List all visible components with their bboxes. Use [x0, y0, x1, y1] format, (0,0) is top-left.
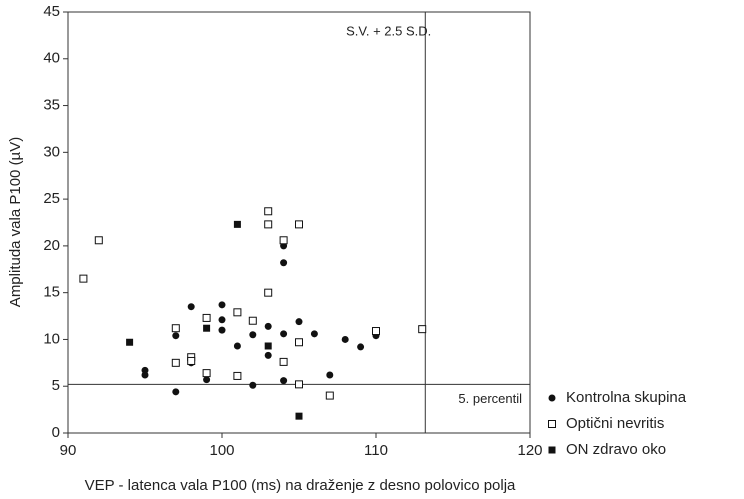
y-axis-title: Amplituda vala P100 (µV) [7, 137, 24, 307]
x-tick-label: 110 [364, 442, 388, 459]
point [233, 220, 241, 228]
point [310, 330, 318, 338]
point [295, 338, 303, 347]
point [172, 388, 180, 396]
x-tick-label: 90 [60, 442, 77, 459]
point [279, 357, 288, 366]
point [341, 335, 349, 343]
point [126, 338, 134, 346]
point [233, 342, 241, 350]
x-axis-title: VEP - latenca vala P100 (ms) na draženje… [85, 477, 516, 494]
legend-marker [548, 446, 556, 454]
point [264, 351, 272, 359]
point [79, 274, 88, 283]
point [264, 288, 273, 297]
y-tick-label: 45 [43, 3, 60, 20]
point [202, 369, 211, 378]
point [248, 316, 257, 325]
y-tick-label: 35 [43, 97, 60, 114]
reference-label: 5. percentil [458, 391, 522, 406]
legend-label: ON zdravo oko [566, 441, 666, 458]
point [171, 358, 180, 367]
y-tick-label: 40 [43, 50, 60, 67]
point [187, 356, 196, 365]
point [172, 332, 180, 340]
point [372, 327, 380, 336]
point [418, 325, 427, 334]
point [264, 207, 273, 216]
point [187, 303, 195, 311]
y-tick-label: 30 [43, 143, 60, 160]
point [171, 324, 180, 333]
point [264, 342, 272, 350]
y-tick-label: 10 [43, 330, 60, 347]
point [94, 236, 103, 245]
point [249, 381, 257, 389]
point [279, 236, 288, 245]
point [233, 308, 242, 317]
legend-marker [548, 394, 556, 402]
point [203, 376, 211, 384]
point [295, 318, 303, 326]
point [264, 322, 272, 330]
point [249, 331, 257, 339]
reference-label: S.V. + 2.5 S.D. [346, 23, 431, 38]
legend-marker [548, 420, 556, 428]
y-tick-label: 15 [43, 284, 60, 301]
point [218, 301, 226, 309]
plot-frame [67, 11, 531, 434]
point [233, 371, 242, 380]
point [202, 313, 211, 322]
point [357, 343, 365, 351]
legend-label: Kontrolna skupina [566, 389, 687, 406]
y-tick-label: 25 [43, 190, 60, 207]
point [218, 326, 226, 334]
point [295, 380, 303, 389]
y-tick-label: 5 [52, 377, 60, 394]
point [280, 259, 288, 267]
point [280, 330, 288, 338]
point [325, 391, 334, 400]
x-tick-label: 120 [517, 442, 542, 459]
point [295, 412, 303, 420]
x-tick-label: 100 [209, 442, 234, 459]
point [218, 316, 226, 324]
legend-label: Optični nevritis [566, 415, 664, 432]
point [295, 220, 303, 229]
point [264, 220, 273, 229]
y-tick-label: 20 [43, 237, 60, 254]
point [203, 324, 211, 332]
point [326, 371, 334, 379]
point [280, 377, 288, 385]
y-tick-label: 0 [52, 424, 60, 441]
point [141, 371, 149, 379]
